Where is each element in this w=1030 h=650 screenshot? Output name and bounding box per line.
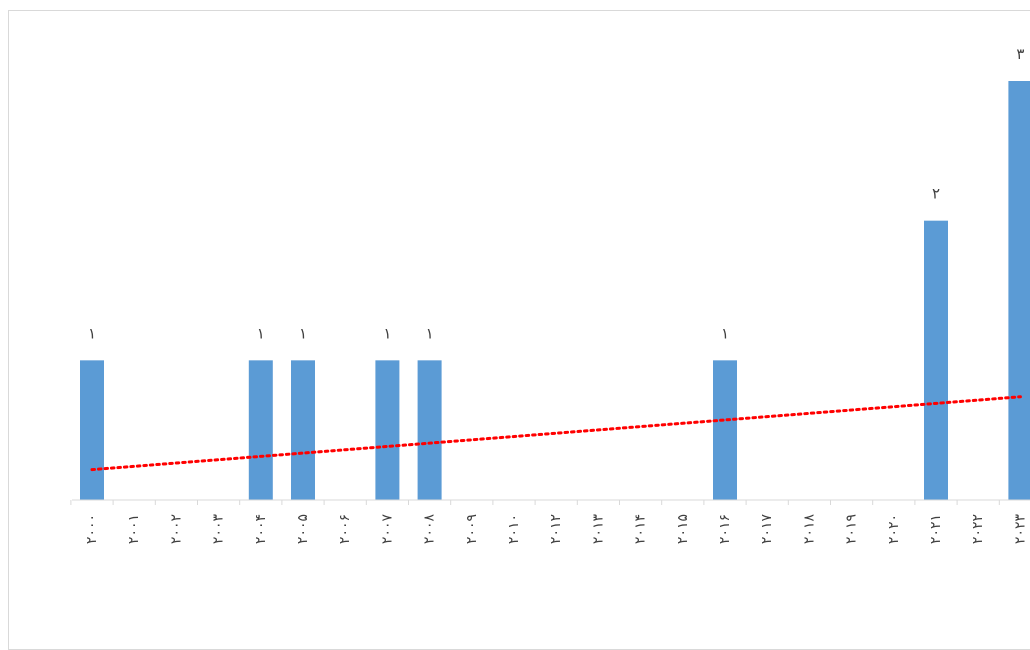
x-tick-label-2: ۲۰۰۲ xyxy=(168,514,184,544)
bar-0 xyxy=(80,360,104,500)
data-label-8: ۱ xyxy=(426,324,434,342)
bar-7 xyxy=(375,360,400,500)
data-label-7: ۱ xyxy=(383,324,391,342)
x-tick-label-9: ۲۰۰۹ xyxy=(464,514,480,544)
data-label-15: ۱ xyxy=(721,324,729,342)
x-tick-label-15: ۲۰۱۶ xyxy=(717,514,733,544)
x-tick-label-10: ۲۰۱۰ xyxy=(506,514,522,544)
x-tick-label-7: ۲۰۰۷ xyxy=(379,514,395,545)
x-tick-label-21: ۲۰۲۲ xyxy=(970,514,986,544)
x-tick-label-17: ۲۰۱۸ xyxy=(801,514,817,545)
bar-5 xyxy=(291,360,315,500)
x-tick-label-12: ۲۰۱۳ xyxy=(590,514,606,545)
x-tick-label-19: ۲۰۲۰ xyxy=(886,514,902,544)
bar-22 xyxy=(1008,81,1030,500)
x-tick-label-3: ۲۰۰۳ xyxy=(211,514,227,545)
x-tick-label-20: ۲۰۲۱ xyxy=(928,514,944,544)
x-tick-label-16: ۲۰۱۷ xyxy=(759,514,775,545)
data-label-4: ۱ xyxy=(257,324,265,342)
bar-chart: ۲۰۰۰ ۲۰۰۱ ۲۰۰۲ ۲۰۰۳ ۲۰۰۴ ۲۰۰۵ ۲۰۰۶ ۲۰۰۷ ۲۰۰۸ ۲۰۰۹… xyxy=(70,45,1030,545)
x-tick-label-4: ۲۰۰۴ xyxy=(253,514,269,544)
x-tick-label-14: ۲۰۱۵ xyxy=(675,514,691,544)
x-tick-label-8: ۲۰۰۸ xyxy=(422,514,438,545)
data-label-20: ۲ xyxy=(932,185,940,203)
x-tick-label-11: ۲۰۱۲ xyxy=(548,514,564,544)
trendline xyxy=(90,395,1022,472)
x-tick-label-22: ۲۰۲۳ xyxy=(1012,514,1028,545)
bar-15 xyxy=(713,360,737,500)
x-tick-label-6: ۲۰۰۶ xyxy=(337,514,353,544)
chart-frame xyxy=(8,10,1030,650)
data-label-22: ۳ xyxy=(1016,45,1024,63)
x-tick-label-1: ۲۰۰۱ xyxy=(126,514,142,544)
data-label-5: ۱ xyxy=(299,324,307,342)
x-tick-label-5: ۲۰۰۵ xyxy=(295,514,311,544)
data-label-0: ۱ xyxy=(88,324,96,342)
x-tick-label-13: ۲۰۱۴ xyxy=(633,514,649,544)
bar-4 xyxy=(248,360,273,500)
bar-8 xyxy=(417,360,442,500)
x-tick-label-18: ۲۰۱۹ xyxy=(844,514,860,544)
bar-20 xyxy=(924,220,948,500)
x-tick-label-0: ۲۰۰۰ xyxy=(84,514,100,544)
